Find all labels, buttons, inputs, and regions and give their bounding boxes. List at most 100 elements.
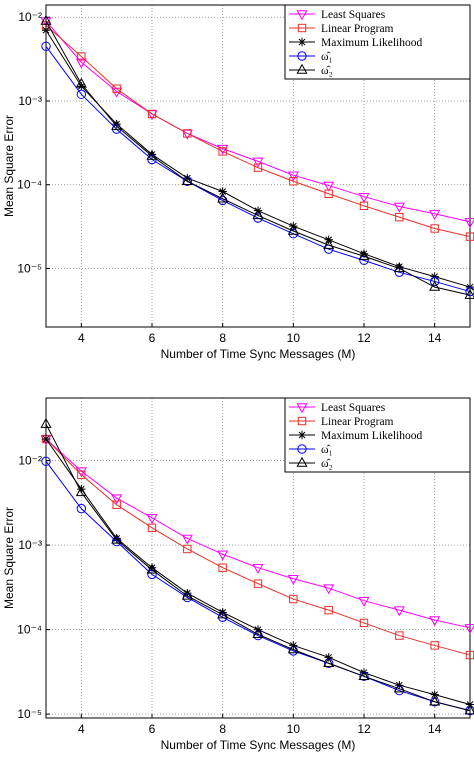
plot-frame [45,397,471,719]
marker [217,144,229,155]
marker [252,157,264,168]
marker [287,575,299,585]
y-tick-label: 10⁻⁵ [17,707,42,721]
legend-marker [297,23,307,33]
marker [430,224,439,233]
x-tick-label: 8 [219,722,226,736]
marker [252,628,264,639]
marker [218,147,227,156]
x-tick-label: 12 [357,722,371,736]
marker [358,250,370,260]
marker [77,82,86,91]
marker [358,670,370,681]
marker [429,276,440,287]
x-axis-label: Number of Time Sync Messages (M) [161,738,356,752]
marker [41,434,51,444]
marker [395,680,404,690]
legend-label: ω̂₂ [321,458,333,470]
legend-label: ω̂₂ [321,65,333,77]
marker [111,533,123,544]
y-tick-label: 10⁻³ [18,94,42,108]
marker [359,249,369,258]
marker [464,288,474,299]
legend-marker [296,456,308,467]
marker [41,456,51,467]
marker [218,608,227,617]
x-tick-label: 12 [357,331,371,345]
marker [429,280,441,291]
x-tick-label: 10 [287,331,301,345]
legend-label: Least Squares [321,9,386,21]
marker [253,163,263,172]
x-tick-label: 6 [149,331,156,345]
marker [181,534,193,545]
y-tick-label: 10⁻⁴ [17,178,42,192]
line [45,423,471,712]
marker [289,177,298,186]
marker [112,84,121,93]
marker [147,523,157,533]
marker [183,173,192,183]
marker [464,704,474,715]
marker [218,187,227,196]
marker [183,129,192,138]
legend-label: ω̂₁ [321,444,333,456]
line [45,24,471,238]
marker [40,14,52,25]
marker [289,594,298,604]
marker [393,606,405,617]
chart: 4 6 8 10 12 14 10⁻⁵ 10⁻⁴ 10⁻³ 10⁻² Number of Time … [2,397,474,752]
legend-marker [296,403,308,414]
marker [358,596,370,607]
marker [393,262,405,273]
marker [430,272,439,281]
legend-box [284,4,471,80]
legend-marker [297,37,307,47]
marker [395,212,404,222]
marker [77,52,86,61]
marker [76,89,87,100]
marker [324,605,333,615]
marker [77,470,86,479]
marker [287,171,299,182]
y-tick-label: 10⁻³ [18,538,42,552]
marker [395,631,404,640]
marker [217,608,229,619]
legend-marker [297,51,307,61]
x-tick-label: 4 [78,331,85,345]
marker [252,564,264,574]
marker [464,624,474,635]
x-tick-label: 10 [287,722,301,736]
legend-marker [297,416,307,426]
marker [287,224,299,235]
marker [429,616,441,627]
marker [252,209,264,220]
y-tick-label: 10⁻² [18,454,42,468]
x-tick-label: 4 [78,722,85,736]
legend-label: Maximum Likelihood [321,37,423,49]
marker [323,584,335,595]
line [45,438,471,656]
marker [429,695,441,706]
marker [395,262,404,271]
marker [465,286,474,297]
marker [464,218,474,229]
x-axis-label: Number of Time Sync Messages (M) [161,347,356,361]
marker [217,192,229,203]
legend-marker [297,444,307,454]
marker [146,149,158,160]
legend-label: Linear Program [321,416,394,428]
legend-box [284,397,471,473]
marker [323,657,335,667]
marker [146,514,158,525]
legend-label: Least Squares [321,402,386,414]
marker [111,119,123,130]
y-axis-label: Mean Square Error [2,507,16,609]
line [45,438,471,629]
marker [324,189,333,198]
y-tick-label: 10⁻² [18,10,42,24]
line [45,20,471,296]
marker [40,417,52,428]
x-tick-label: 14 [428,722,442,736]
marker [112,534,121,543]
